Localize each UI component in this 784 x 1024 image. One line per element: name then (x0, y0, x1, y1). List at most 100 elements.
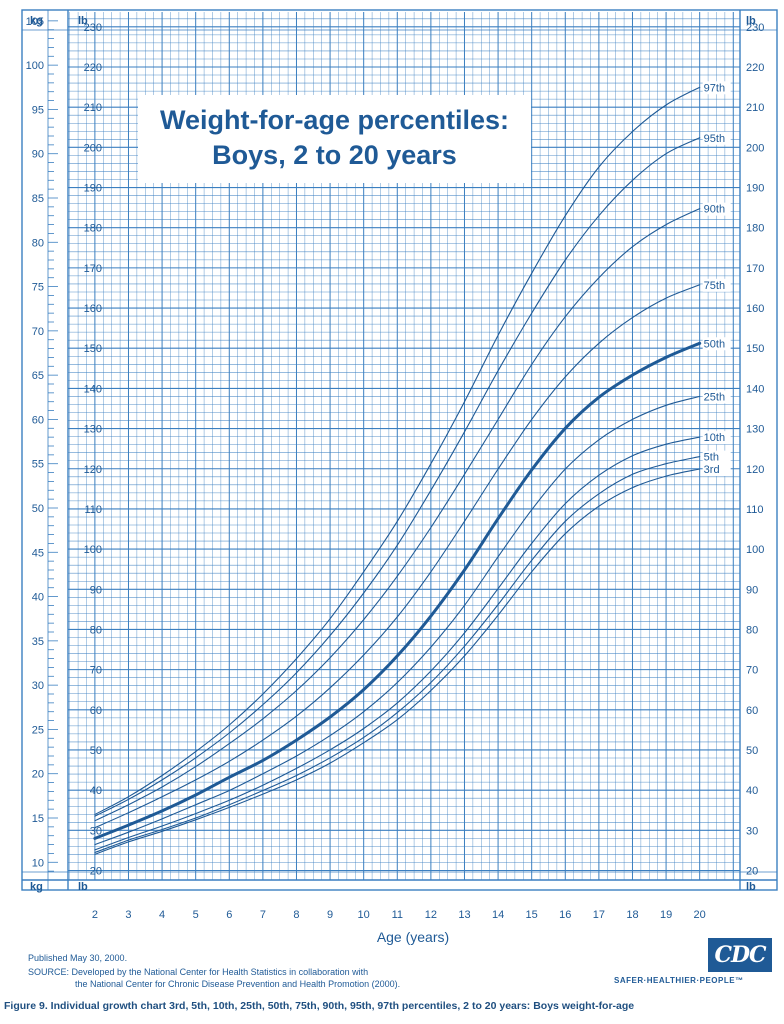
kg-tick-label: 80 (32, 237, 44, 249)
kg-tick-label: 65 (32, 370, 44, 382)
age-tick-label: 5 (193, 909, 199, 921)
curve-label-bg-25th (702, 390, 731, 404)
lb-tick-label-left: 80 (90, 624, 102, 636)
age-tick-label: 15 (526, 909, 538, 921)
curve-label-3rd: 3rd (704, 464, 720, 476)
lb-tick-label-right: 170 (746, 263, 764, 275)
kg-tick-label: 60 (32, 414, 44, 426)
age-tick-label: 8 (293, 909, 299, 921)
lb-tick-label-left: 190 (84, 183, 102, 195)
age-tick-label: 13 (458, 909, 470, 921)
lb-tick-label-right: 100 (746, 544, 764, 556)
age-tick-label: 7 (260, 909, 266, 921)
lb-tick-label-right: 120 (746, 464, 764, 476)
kg-tick-label: 95 (32, 104, 44, 116)
kg-tick-label: 20 (32, 769, 44, 781)
curve-label-bg-90th (702, 202, 731, 216)
kg-unit-top: kg (30, 15, 43, 27)
kg-tick-label: 75 (32, 282, 44, 294)
lb-tick-label-right: 150 (746, 343, 764, 355)
lb-tick-label-left: 50 (90, 745, 102, 757)
chart-title-box: Weight-for-age percentiles: Boys, 2 to 2… (138, 95, 531, 183)
curve-label-97th: 97th (704, 82, 725, 94)
age-tick-label: 4 (159, 909, 165, 921)
lb-tick-label-left: 150 (84, 343, 102, 355)
age-tick-label: 11 (392, 909, 403, 921)
lb-tick-label-right: 230 (746, 22, 764, 34)
lb-tick-label-left: 170 (84, 263, 102, 275)
kg-tick-label: 30 (32, 680, 44, 692)
cdc-logo: CDC (708, 938, 772, 972)
lb-tick-label-right: 80 (746, 624, 758, 636)
chart-title-line2: Boys, 2 to 20 years (212, 140, 457, 170)
age-tick-label: 6 (226, 909, 232, 921)
lb-tick-label-right: 50 (746, 745, 758, 757)
curve-label-95th: 95th (704, 133, 725, 145)
lb-tick-label-left: 160 (84, 303, 102, 315)
curve-label-bg-3rd (702, 463, 731, 477)
curve-90th (94, 208, 701, 822)
lb-unit-top-left: lb (78, 15, 88, 27)
lb-unit-bottom-right: lb (746, 881, 756, 893)
age-tick-label: 16 (559, 909, 571, 921)
curve-label-5th: 5th (704, 452, 719, 464)
lb-tick-label-right: 30 (746, 825, 758, 837)
curve-label-50th: 50th (704, 338, 725, 350)
lb-tick-label-right: 220 (746, 62, 764, 74)
lb-tick-label-left: 90 (90, 584, 102, 596)
lb-tick-label-left: 40 (90, 785, 102, 797)
lb-tick-label-left: 60 (90, 705, 102, 717)
lb-tick-label-left: 220 (84, 62, 102, 74)
age-tick-label: 9 (327, 909, 333, 921)
curve-3rd (94, 468, 701, 855)
chart-frame (21, 9, 778, 891)
lb-tick-label-left: 110 (84, 504, 102, 516)
age-tick-label: 10 (358, 909, 370, 921)
lb-tick-label-left: 20 (90, 866, 102, 878)
published-date: Published May 30, 2000. (28, 953, 128, 963)
lb-tick-label-right: 130 (746, 424, 764, 436)
lb-tick-label-right: 210 (746, 102, 764, 114)
lb-tick-label-right: 70 (746, 665, 758, 677)
percentile-curves (93, 86, 702, 855)
kg-tick-label: 90 (32, 149, 44, 161)
lb-tick-label-right: 190 (746, 183, 764, 195)
lb-tick-label-right: 110 (746, 504, 764, 516)
lb-tick-label-left: 120 (84, 464, 102, 476)
curve-label-bg-75th (702, 278, 731, 292)
source-line-1: SOURCE: Developed by the National Center… (28, 967, 369, 977)
curve-label-bg-10th (702, 431, 731, 445)
figure-caption: Figure 9. Individual growth chart 3rd, 5… (4, 1000, 635, 1012)
kg-tick-label: 105 (26, 16, 44, 28)
curve-label-75th: 75th (704, 280, 725, 292)
curve-10th (94, 436, 701, 851)
curve-75th (94, 284, 701, 829)
lb-tick-label-left: 230 (84, 22, 102, 34)
lb-tick-label-left: 70 (90, 665, 102, 677)
age-tick-label: 18 (626, 909, 638, 921)
age-tick-label: 20 (694, 909, 706, 921)
age-tick-label: 17 (593, 909, 605, 921)
age-tick-label: 3 (125, 909, 131, 921)
age-tick-label: 12 (425, 909, 437, 921)
lb-tick-label-left: 200 (84, 142, 102, 154)
lb-unit-bottom-left: lb (78, 881, 88, 893)
lb-tick-label-left: 180 (84, 223, 102, 235)
cdc-tagline: SAFER·HEALTHIER·PEOPLE™ (614, 976, 744, 985)
kg-tick-label: 15 (32, 813, 44, 825)
curve-label-bg-95th (702, 131, 731, 145)
lb-tick-label-left: 100 (84, 544, 102, 556)
kg-unit-bottom: kg (30, 881, 43, 893)
curve-95th (94, 137, 701, 817)
lb-tick-label-right: 40 (746, 785, 758, 797)
curve-50th (93, 341, 702, 840)
lb-unit-top-right: lb (746, 15, 756, 27)
chart-axes: 1015202530354045505560657075808590951001… (22, 10, 777, 921)
curve-5th (94, 456, 701, 854)
curve-label-90th: 90th (704, 204, 725, 216)
lb-tick-label-right: 180 (746, 223, 764, 235)
curve-label-bg-97th (702, 81, 731, 95)
kg-tick-label: 35 (32, 636, 44, 648)
chart-title-line1: Weight-for-age percentiles: (159, 105, 510, 135)
curve-25th (94, 395, 701, 846)
